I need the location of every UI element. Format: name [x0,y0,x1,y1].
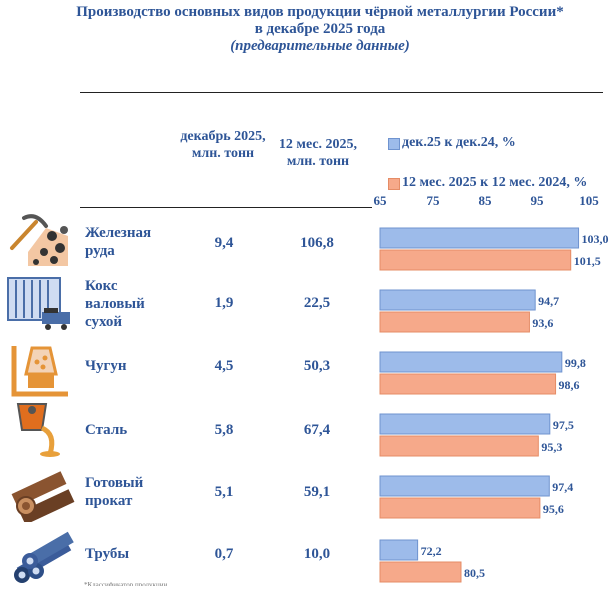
cell-year: 10,0 [303,546,331,562]
bar [379,289,536,311]
x-tick: 95 [530,193,544,208]
data-label: 97,4 [552,480,573,494]
cell-dec: 9,4 [214,235,234,251]
bar [379,497,541,519]
data-label: 95,6 [543,502,564,516]
x-tick: 65 [373,193,387,208]
cell-year: 22,5 [303,295,331,311]
row-label: Железная руда [85,225,152,259]
steel-ladle-icon [16,403,60,457]
data-label: 93,6 [532,316,553,330]
cell-dec: 0,7 [214,546,234,562]
column-header-year: 12 мес. 2025, млн. тонн [278,137,358,169]
bar [379,435,539,457]
row-label: Чугун [85,358,127,374]
rolled-steel-icon [11,471,75,522]
x-tick: 85 [478,193,492,208]
column-header-dec: декабрь 2025, млн. тонн [180,129,266,161]
row-label: Сталь [85,422,128,438]
footnote: *Классификатор продукции [84,582,168,586]
cell-dec: 5,1 [214,484,234,500]
bar [379,475,550,497]
blast-furnace-icon [11,346,68,397]
cell-year: 59,1 [303,484,331,500]
row-label: Трубы [85,546,130,562]
cell-dec: 4,5 [214,358,234,374]
cell-year: 106,8 [300,235,334,251]
legend-label-year: 12 мес. 2025 к 12 мес. 2024, % [402,175,588,190]
data-label: 103,0 [582,232,609,246]
data-label: 99,8 [565,356,586,370]
table-divider [80,207,372,208]
cell-dec: 1,9 [214,295,234,311]
pipes-icon [14,531,74,583]
x-tick: 75 [426,193,440,208]
ore-pickaxe-icon [10,214,68,266]
cell-year: 67,4 [303,422,331,438]
chart-title: Производство основных видов продукции чё… [76,4,564,20]
coke-oven-icon [7,277,70,330]
legend-swatch-year [388,178,400,190]
x-tick: 105 [579,193,599,208]
data-label: 101,5 [574,254,601,268]
bar [379,227,580,249]
data-label: 72,2 [421,544,442,558]
data-label: 94,7 [538,294,559,308]
legend-label-dec: дек.25 к дек.24, % [402,135,516,150]
header-divider [80,92,603,93]
row-label: Готовый прокат [85,475,144,509]
cell-year: 50,3 [303,358,331,374]
bar [379,249,572,271]
bar [379,561,462,583]
data-label: 80,5 [464,566,485,580]
bar [379,373,557,395]
chart-note: (предварительные данные) [230,38,410,54]
cell-dec: 5,8 [214,422,234,438]
bar [379,351,563,373]
bar [379,413,551,435]
chart-subtitle: в декабре 2025 года [254,21,386,37]
row-label: Кокс валовый сухой [85,278,145,330]
bar [379,311,530,333]
legend-swatch-dec [388,138,400,150]
bar [379,539,419,561]
data-label: 98,6 [559,378,580,392]
data-label: 97,5 [553,418,574,432]
data-label: 95,3 [541,440,562,454]
